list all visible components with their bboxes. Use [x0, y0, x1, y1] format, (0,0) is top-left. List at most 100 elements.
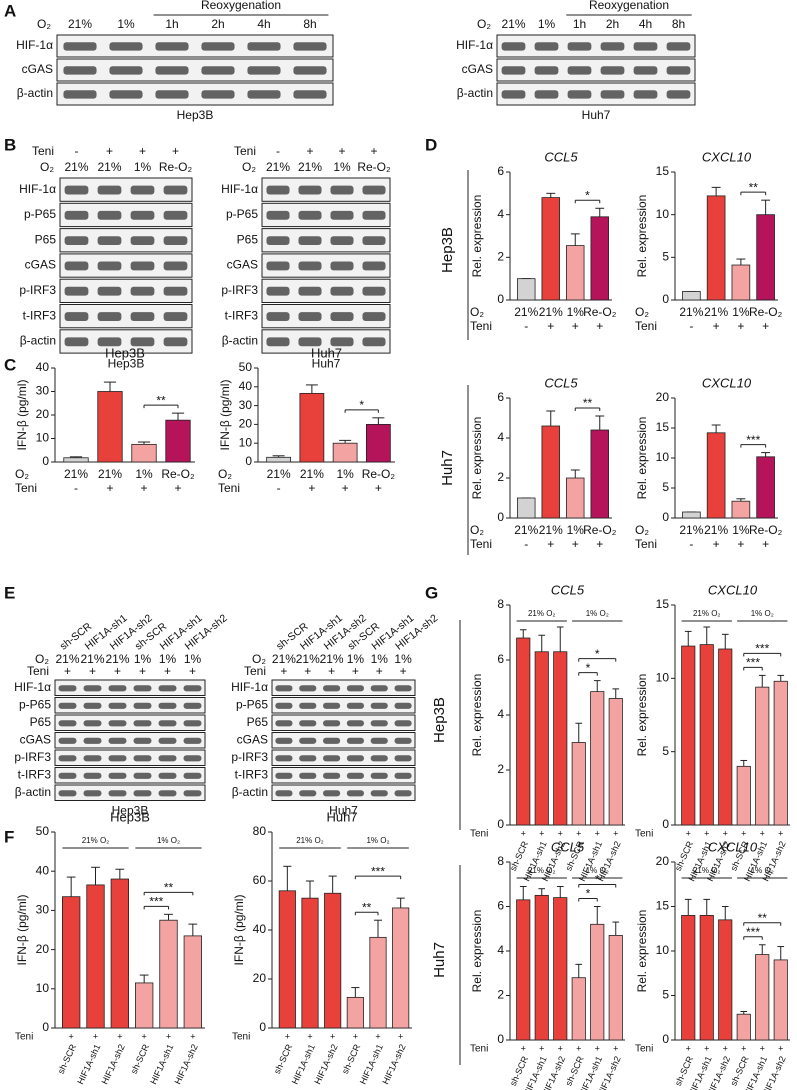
category-row-label: O₂ [15, 467, 29, 481]
teni-value: + [704, 1043, 709, 1053]
significance-label: * [586, 887, 591, 901]
blot-band [158, 772, 177, 779]
panel-label: E [4, 583, 15, 602]
bar [366, 423, 391, 463]
group-label: 21% O₂ [528, 609, 556, 618]
blot-row-label: t-IRF3 [18, 767, 52, 781]
teni-value: + [189, 664, 196, 678]
blot-band [247, 42, 281, 51]
blot-row [496, 34, 696, 58]
bar [699, 915, 714, 1041]
blot-band [133, 772, 152, 779]
teni-value: + [595, 828, 600, 838]
blot-band [266, 210, 290, 220]
y-tick-label: 10 [656, 207, 670, 221]
teni-value: + [558, 828, 563, 838]
blot-row [496, 82, 696, 106]
x-tick-label: HIF1A-sh2 [100, 1043, 127, 1086]
y-tick-label: 6 [497, 652, 504, 666]
x-tick-label: 21% [539, 305, 563, 319]
blot-band [163, 210, 188, 220]
x-tick-label: Re-O₂ [583, 523, 617, 537]
chart-title: Hep3B [110, 809, 150, 824]
blot-row-label: β-actin [232, 785, 268, 799]
blot-row [59, 202, 193, 228]
teni-value: + [342, 481, 349, 495]
y-tick-label: 2 [497, 470, 504, 484]
group-label: 1% O₂ [751, 609, 774, 618]
blot-band [362, 185, 386, 195]
teni-value: - [524, 319, 528, 333]
bar [681, 645, 696, 826]
blot-row-label: t-IRF3 [225, 308, 259, 322]
lane-label: 21% [97, 160, 121, 174]
teni-value: + [737, 537, 744, 551]
teni-value: + [338, 144, 345, 158]
blot-band [534, 42, 559, 51]
bar [736, 765, 751, 826]
significance-label: ** [156, 393, 166, 407]
blot-band [298, 286, 322, 296]
blot-band [158, 720, 177, 727]
blot-band [275, 772, 293, 779]
blot-band [600, 66, 625, 75]
y-tick-label: 10 [656, 450, 670, 464]
blot-row-label: p-IRF3 [221, 283, 258, 297]
bar [590, 216, 609, 301]
blot-band [108, 737, 127, 744]
bar [773, 959, 788, 1041]
blot-band [109, 66, 143, 75]
blot-band [370, 720, 388, 727]
blot-band [155, 90, 189, 99]
bar [566, 245, 585, 301]
blot-band [666, 90, 691, 99]
bar [731, 500, 751, 519]
blot-band [330, 312, 354, 321]
y-axis-label: IFN-β (pg/ml) [218, 380, 232, 451]
y-axis-label: Rel. expression [470, 674, 484, 757]
blot-band [633, 66, 658, 75]
y-axis-label: Rel. expression [635, 195, 649, 278]
blot-band [330, 185, 354, 195]
blot-band [130, 286, 155, 296]
blot-row [271, 714, 416, 731]
blot-band [130, 312, 155, 321]
y-tick-label: 5 [662, 480, 669, 494]
blot-band [323, 720, 341, 727]
y-tick-label: 6 [497, 390, 504, 404]
blot-band [58, 772, 77, 779]
group-label: 1% O₂ [366, 836, 389, 845]
teni-value: + [352, 664, 359, 678]
blot-band [330, 236, 354, 246]
blot-row-label: cGAS [20, 732, 51, 746]
teni-value: + [547, 319, 554, 333]
y-axis-label: Rel. expression [470, 910, 484, 993]
blot-band [108, 790, 127, 797]
blot-band [567, 90, 592, 99]
bar [590, 691, 605, 826]
group-label: 21% O₂ [296, 836, 324, 845]
blot-band [64, 261, 89, 271]
blot-band [83, 702, 102, 709]
bar [183, 935, 202, 1029]
blot-row-label: P65 [237, 232, 259, 246]
blot-band [666, 42, 691, 51]
y-tick-label: 15 [656, 164, 670, 178]
y-tick-label: 0 [662, 817, 669, 831]
lane-label: 1% [159, 652, 177, 666]
group-label: 21% O₂ [693, 866, 721, 875]
significance-label: *** [755, 642, 769, 656]
blot-caption: Hep3B [112, 804, 149, 818]
chart-title: CXCL10 [702, 149, 752, 164]
blot-row-label: cGAS [237, 732, 268, 746]
x-tick-label: HIF1A-sh1 [148, 1043, 175, 1086]
y-tick-label: 0 [497, 510, 504, 524]
teni-value: + [376, 664, 383, 678]
blot-band [362, 236, 386, 246]
y-tick-label: 6 [497, 899, 504, 913]
blot-band [97, 210, 122, 220]
blot-band [394, 737, 412, 744]
blot-row-label: t-IRF3 [235, 767, 269, 781]
bar [541, 425, 560, 519]
bar [86, 884, 105, 1029]
